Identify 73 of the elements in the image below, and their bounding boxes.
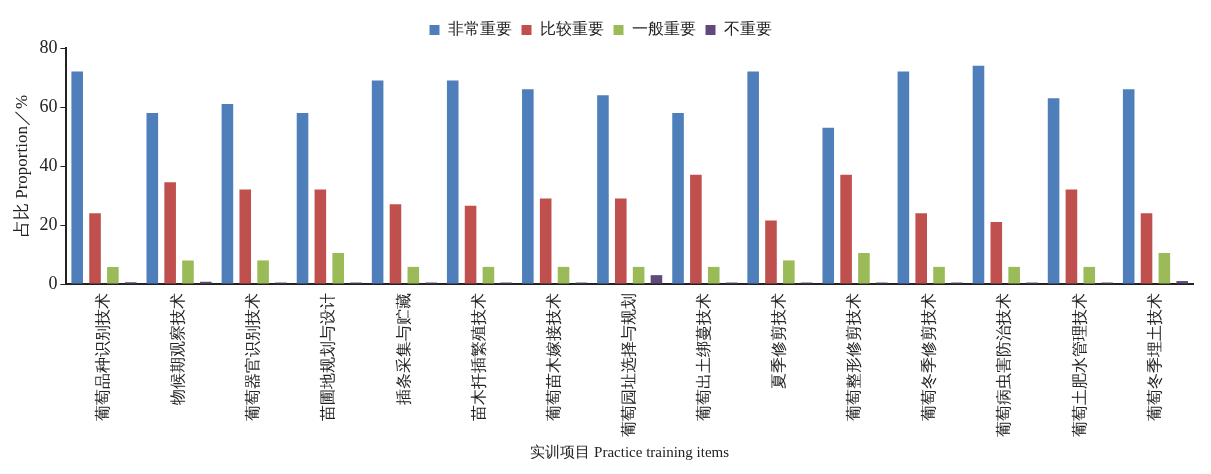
bar — [71, 71, 83, 284]
bar — [446, 80, 459, 284]
x-tick-label: 夏季修剪技术 — [770, 293, 788, 389]
bar — [332, 253, 344, 284]
bar — [840, 174, 852, 284]
bar — [1140, 213, 1153, 284]
x-tick-label: 葡萄土肥水管理技术 — [1070, 293, 1088, 437]
x-tick-label: 葡萄苗木嫁接技术 — [544, 293, 562, 421]
y-tick-label: 60 — [39, 95, 58, 116]
bar — [482, 266, 495, 284]
bar — [747, 71, 759, 284]
x-tick-label: 葡萄品种识别技术 — [94, 293, 112, 421]
bar — [182, 260, 194, 284]
bar — [1122, 89, 1135, 284]
bar — [539, 198, 552, 284]
bar — [1083, 266, 1096, 284]
bar — [1047, 98, 1060, 284]
bar — [557, 266, 570, 284]
x-tick-label: 葡萄整形修剪技术 — [845, 293, 863, 421]
y-tick-label: 80 — [39, 36, 58, 57]
bar — [1176, 281, 1188, 284]
legend-label: 比较重要 — [539, 20, 604, 38]
x-tick-label: 葡萄出土绑蔓技术 — [695, 293, 713, 421]
bar — [89, 213, 101, 284]
legend-label: 非常重要 — [447, 20, 512, 38]
bar — [239, 189, 252, 284]
bar — [915, 213, 928, 284]
x-tick-label: 插条采集与贮藏 — [394, 293, 412, 405]
bar — [464, 205, 477, 284]
x-axis-title: 实训项目 Practice training items — [530, 443, 730, 460]
bar — [1158, 253, 1171, 284]
bar — [972, 65, 985, 284]
bar — [858, 253, 870, 284]
y-axis-title: 占比 Proportion／% — [11, 94, 31, 238]
bar — [614, 198, 627, 284]
bar — [897, 71, 910, 284]
x-tick-label: 苗木扦插繁殖技术 — [469, 293, 487, 421]
bar — [822, 127, 835, 284]
bar — [314, 189, 327, 284]
x-tick-label: 物候期观察技术 — [169, 293, 187, 405]
bar — [146, 112, 159, 284]
x-tick-label: 葡萄冬季修剪技术 — [920, 293, 938, 421]
bar — [783, 260, 795, 284]
bar — [107, 266, 119, 284]
bar — [296, 112, 309, 284]
x-tick-label: 葡萄病虫害防治技术 — [995, 293, 1013, 437]
y-tick-label: 40 — [39, 154, 58, 175]
bar — [707, 266, 720, 284]
bar — [650, 275, 663, 284]
bar — [371, 80, 384, 284]
bar — [632, 266, 645, 284]
bar — [933, 266, 945, 284]
bar — [597, 95, 609, 284]
bar — [765, 220, 777, 284]
legend-label: 一般重要 — [631, 20, 696, 38]
y-tick-label: 20 — [39, 213, 58, 234]
bar — [522, 89, 534, 284]
legend-label: 不重要 — [723, 20, 772, 38]
bar — [1008, 266, 1020, 284]
bar — [221, 104, 234, 284]
bar — [1065, 189, 1078, 284]
bar — [389, 204, 402, 284]
x-tick-label: 苗圃地规划与设计 — [319, 293, 337, 421]
x-tick-label: 葡萄器官识别技术 — [244, 293, 262, 421]
bar — [690, 174, 702, 284]
bar — [990, 222, 1003, 284]
bar — [164, 182, 176, 284]
y-tick-label: 0 — [48, 272, 58, 293]
x-tick-label: 葡萄园址选择与规划 — [619, 293, 637, 437]
x-tick-label: 葡萄冬季埋土技术 — [1145, 293, 1163, 421]
bar — [407, 266, 420, 284]
bar — [257, 260, 269, 284]
bar — [672, 112, 684, 284]
